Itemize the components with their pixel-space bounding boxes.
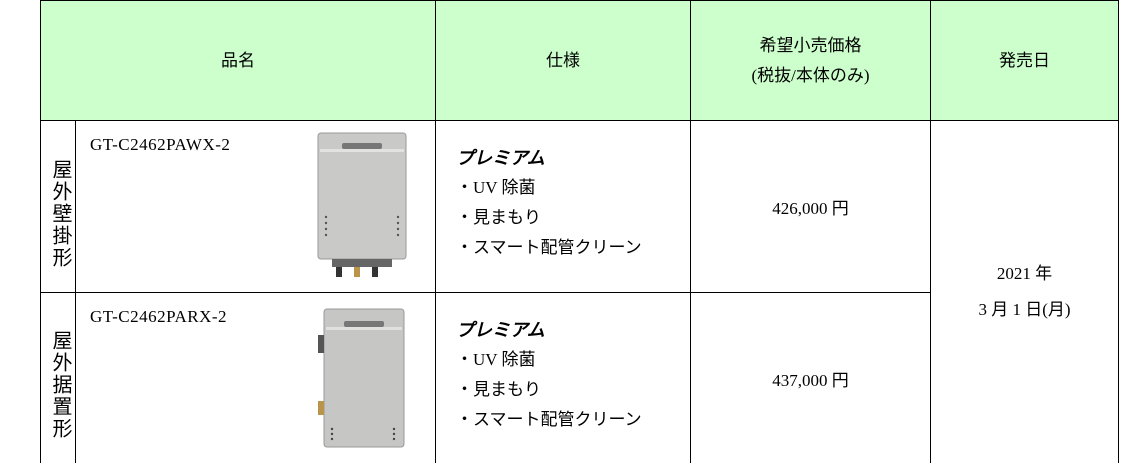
spec-item: ・スマート配管クリーン xyxy=(456,410,642,429)
price: 437,000 円 xyxy=(772,370,849,390)
spec-title: プレミアム xyxy=(456,148,545,168)
price-cell: 437,000 円 xyxy=(690,292,930,463)
spec-cell: プレミアム ・UV 除菌 ・見まもり ・スマート配管クリーン xyxy=(435,120,690,292)
spec-title: プレミアム xyxy=(456,320,545,340)
date: 2021 年 xyxy=(996,264,1053,283)
header-text: (税抜/本体のみ) xyxy=(751,65,870,85)
category: 屋外据置形 xyxy=(49,330,71,440)
date: 3 月 1 日(月) xyxy=(978,300,1071,319)
spec-item: ・見まもり xyxy=(456,208,541,227)
category-cell: 屋外据置形 xyxy=(40,292,75,463)
category: 屋外壁掛形 xyxy=(49,158,71,269)
product-image xyxy=(318,308,405,448)
header-text: 仕様 xyxy=(546,50,580,70)
model: GT-C2462PAWX-2 xyxy=(90,135,231,154)
model: GT-C2462PARX-2 xyxy=(90,307,228,326)
header-cell: 発売日 xyxy=(930,0,1119,120)
header-text: 品名 xyxy=(221,50,255,70)
price: 426,000 円 xyxy=(772,199,849,218)
spec-item: ・見まもり xyxy=(456,380,541,399)
price-cell: 426,000 円 xyxy=(690,120,930,292)
spec-item: ・UV 除菌 xyxy=(456,178,536,197)
header-cell: 希望小売価格 (税抜/本体のみ) xyxy=(690,0,930,120)
spec-item: ・UV 除菌 xyxy=(456,350,536,369)
name-cell: GT-C2462PAWX-2 xyxy=(75,120,435,292)
header-text: 発売日 xyxy=(999,50,1050,70)
category-cell: 屋外壁掛形 xyxy=(40,120,75,292)
date-cell: 2021 年 3 月 1 日(月) xyxy=(930,120,1119,463)
header-cell: 仕様 xyxy=(435,0,690,120)
spec-item: ・スマート配管クリーン xyxy=(456,238,642,257)
header-text: 希望小売価格 xyxy=(759,35,862,55)
spec-cell: プレミアム ・UV 除菌 ・見まもり ・スマート配管クリーン xyxy=(435,292,690,463)
product-image xyxy=(317,132,407,277)
name-cell: GT-C2462PARX-2 xyxy=(75,292,435,463)
header-cell: 品名 xyxy=(40,0,435,120)
